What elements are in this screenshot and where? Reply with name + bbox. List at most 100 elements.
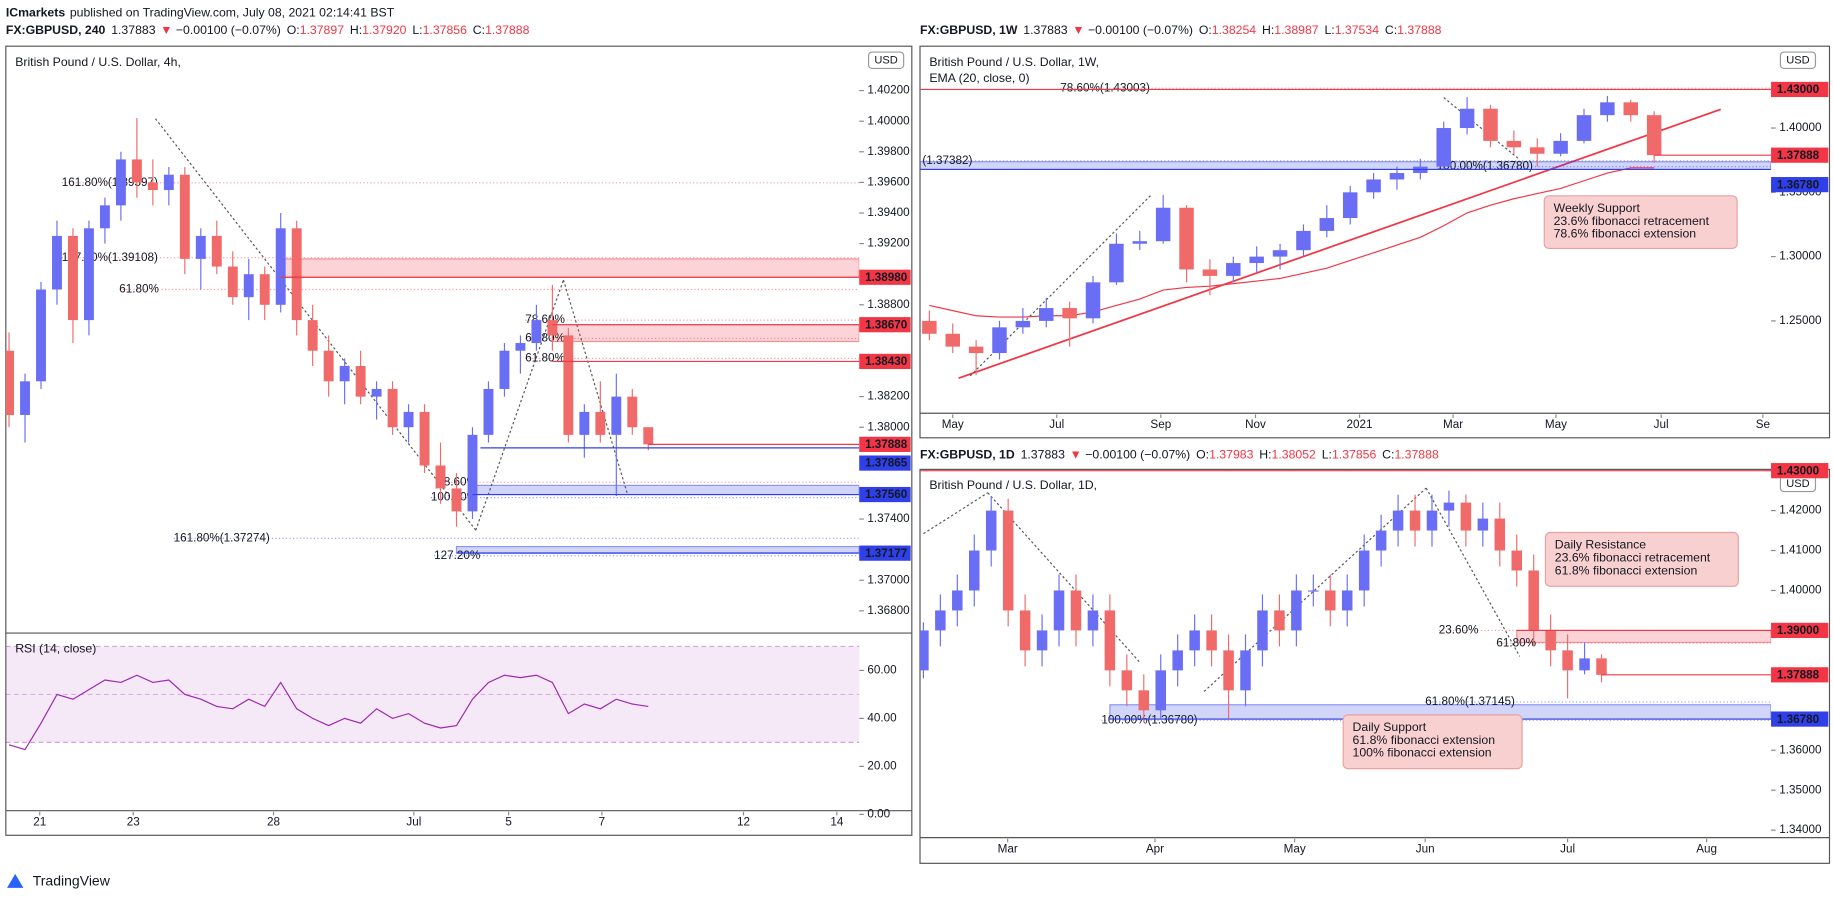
zone [280, 258, 860, 278]
price-tag-label: 1.39000 [1777, 624, 1820, 637]
candle-body [1172, 650, 1183, 671]
price-tag-label: 1.38430 [865, 355, 908, 368]
callout-text: 61.8% fibonacci extension [1353, 733, 1496, 747]
candle-body [1409, 510, 1421, 531]
candle-body [935, 610, 946, 631]
candle-body [1272, 250, 1288, 257]
x-tick-label: 28 [267, 816, 280, 829]
y-tick-label: 1.38000 [867, 420, 910, 433]
callout-text: 23.6% fibonacci retracement [1554, 214, 1710, 228]
ohlc-label: H: [1262, 23, 1274, 37]
candle-body [611, 396, 622, 435]
rsi-band [5, 646, 860, 743]
candle-body [1341, 590, 1353, 611]
ohlc-value: 1.37888 [485, 23, 530, 37]
price-tag-label: 1.36780 [1777, 178, 1820, 191]
candle-body [969, 550, 980, 591]
callout [1544, 531, 1739, 587]
rsi-tick-label: 0.00 [867, 807, 890, 820]
candle-body [1375, 530, 1387, 551]
candle-body [1155, 670, 1166, 711]
ohlc-label: L: [412, 23, 422, 37]
candle-body [1291, 590, 1302, 631]
price-tag [1771, 711, 1829, 727]
fib-label: 78.60% [437, 475, 477, 488]
ohlc-label: O: [1196, 448, 1209, 462]
callout-text: Weekly Support [1554, 201, 1641, 215]
brand: TradingView [33, 873, 111, 889]
fib-label: 127.20% [434, 549, 480, 562]
candle-body [1579, 658, 1590, 671]
ohlc-label: C: [473, 23, 485, 37]
candle-body [1596, 658, 1607, 675]
rsi-tick-label: 60.00 [867, 664, 897, 677]
plot: 161.80%(1.39597)127.20%(1.39108)61.80%78… [5, 118, 860, 562]
x-tick-label: Nov [1245, 418, 1266, 431]
ohlc-value: 1.38254 [1212, 23, 1257, 37]
y-tick-label: 1.40200 [867, 84, 910, 97]
price-tag-label: 1.38980 [865, 271, 908, 284]
y-tick-label: 1.41000 [1779, 544, 1822, 557]
panel [5, 45, 913, 836]
candle-body [1366, 179, 1381, 193]
candle-body [1477, 518, 1489, 531]
x-tick-label: Aug [1696, 842, 1717, 855]
candle-body [1155, 207, 1171, 242]
price-tag-label: 1.43000 [1777, 464, 1820, 477]
symbol: FX:GBPUSD, 1D [920, 448, 1015, 462]
candle-body [275, 228, 286, 305]
plot: 23.60% 61.80% 61.80%(1.37145) 100.00%(1.367… [920, 470, 1772, 726]
candle-body [83, 228, 94, 321]
callout-text: 23.6% fibonacci retracement [1555, 550, 1711, 564]
price-tag [859, 436, 911, 452]
candle-body [1138, 690, 1150, 711]
price-tag-label: 1.37177 [865, 547, 907, 560]
ohlc-value: 1.37920 [362, 23, 407, 37]
candle-body [1223, 650, 1234, 691]
symbol: FX:GBPUSD, 240 [6, 23, 106, 37]
candle-body [1249, 256, 1264, 264]
zone [455, 545, 860, 554]
trend-line [958, 108, 1722, 380]
price-tag [1771, 81, 1829, 98]
x-tick-label: Mar [1443, 418, 1463, 431]
callout-text: Daily Resistance [1555, 538, 1647, 552]
symbol-line: FX:GBPUSD, 1W 1.37883 ▼ −0.00100 (−0.07%) O:… [920, 23, 1442, 37]
candle-body [1483, 108, 1498, 141]
price-tag-label: 1.37865 [865, 457, 908, 470]
rsi-tick-label: 20.00 [867, 759, 897, 772]
candle-body [1600, 102, 1615, 116]
callout-text: 61.8% fibonacci extension [1555, 563, 1698, 577]
y-tick-label: 1.37400 [867, 512, 910, 525]
ohlc-value: 1.37888 [1394, 448, 1439, 462]
price-tag-label: 1.36780 [1777, 713, 1820, 726]
fib-label: 161.80%(1.39597) [62, 176, 158, 189]
y-tick-label: 1.34000 [1779, 823, 1822, 836]
x-tick-label: 2021 [1347, 418, 1373, 431]
x-tick-label: 14 [830, 816, 844, 829]
rsi-line [8, 674, 649, 751]
last-price: 1.37883 [1021, 448, 1066, 462]
x-tick-label: Jun [1416, 842, 1435, 855]
candle-body [131, 159, 142, 183]
candle-body [1062, 308, 1077, 319]
candle-body [1389, 173, 1405, 180]
ohlc-value: 1.37888 [1397, 23, 1442, 37]
candle-body [339, 366, 350, 382]
x-tick-label: Se [1756, 418, 1770, 431]
ohlc-label: L: [1324, 23, 1334, 37]
ohlc-label: O: [287, 23, 300, 37]
candle-body [259, 274, 270, 305]
candle-body [467, 434, 478, 512]
fib-trend [923, 492, 989, 535]
candle-body [952, 590, 963, 611]
ohlc-label: C: [1385, 23, 1397, 37]
candle-body [922, 320, 937, 334]
y-tick-label: 1.40000 [1779, 121, 1822, 134]
fib-label: (1.37382) [922, 154, 972, 167]
candle-body [1392, 510, 1404, 531]
price-tag-label: 1.37560 [865, 488, 908, 501]
ohlc-value: 1.37534 [1335, 23, 1380, 37]
publish-line: ICmarkets published on TradingView.com, J… [6, 6, 395, 20]
